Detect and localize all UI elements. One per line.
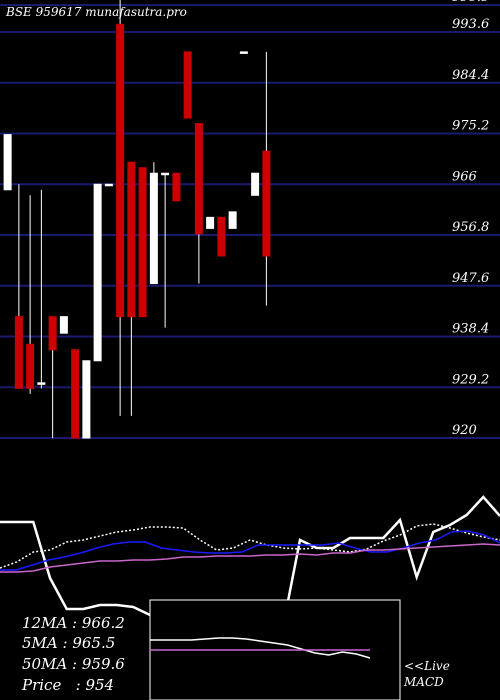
candle-body [161, 172, 170, 176]
macd-live-label: <<Live [404, 659, 450, 673]
macd-line-macd [150, 637, 371, 659]
price-grid [0, 4, 500, 439]
candle-body [206, 216, 215, 229]
candle-body [228, 211, 237, 229]
macd-label: MACD [403, 675, 444, 689]
ma-50-label: 50MA : 959.6 [22, 655, 125, 673]
candle-body [3, 134, 12, 191]
y-tick-label: 947.6 [452, 271, 489, 286]
candle-body [172, 172, 181, 202]
macd-lines [150, 637, 371, 659]
candle-body [71, 349, 80, 439]
indicator-line-ma-blue [0, 530, 500, 571]
candle-body [48, 316, 57, 351]
y-tick-label: 938.4 [452, 322, 489, 337]
y-tick-label: 998.5 [452, 0, 489, 5]
y-tick-label: 975.2 [452, 119, 489, 134]
candle-body [194, 123, 203, 235]
chart-title: BSE 959617 munafasutra.pro [5, 5, 187, 19]
y-axis-labels: 998.5 993.6 984.4 975.2 966 956.8 947.6 938.4 92… [452, 0, 489, 438]
candle-body [26, 343, 35, 389]
ma-12-label: 12MA : 966.2 [22, 614, 125, 632]
y-tick-label: 993.6 [452, 17, 489, 32]
candle-body [127, 161, 136, 318]
candle-body [14, 316, 23, 389]
price-label: Price : 954 [21, 676, 114, 694]
candle-body [149, 172, 158, 285]
indicator-line-slow [0, 523, 500, 569]
candle-body [251, 172, 260, 196]
candle-body [116, 23, 125, 318]
indicator-line-ma-pink [0, 543, 500, 573]
candle-body [59, 316, 68, 334]
y-tick-label: 984.4 [452, 68, 489, 83]
candle-body [82, 360, 91, 439]
y-tick-label: 966 [452, 169, 477, 184]
macd-panel: <<Live MACD [149, 599, 450, 700]
candle-body [104, 183, 113, 187]
y-tick-label: 929.2 [452, 372, 489, 387]
y-tick-label: 920 [452, 423, 477, 438]
candlestick-series [3, 0, 271, 439]
candle-body [93, 183, 102, 362]
candle-body [37, 382, 46, 385]
candle-body [262, 150, 271, 257]
ma-summary-panel: 12MA : 966.2 5MA : 965.5 50MA : 959.6 Pr… [21, 614, 125, 694]
candle-body [183, 51, 192, 119]
candle-body [239, 51, 248, 54]
candle-body [138, 167, 147, 318]
y-tick-label: 956.8 [452, 220, 489, 235]
ma-5-label: 5MA : 965.5 [22, 634, 115, 652]
candle-body [217, 216, 226, 257]
